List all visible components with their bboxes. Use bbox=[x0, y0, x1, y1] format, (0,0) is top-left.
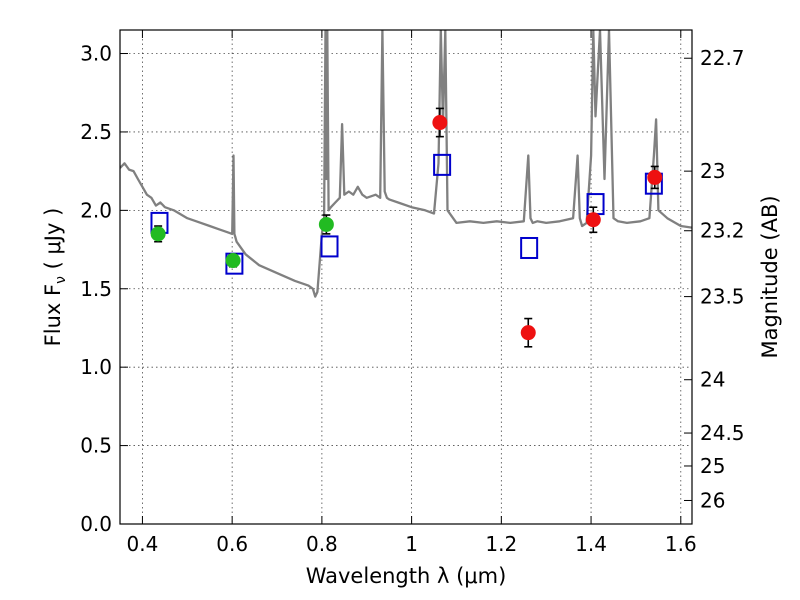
photometry-point-red bbox=[585, 212, 601, 228]
x-tick-label: 0.6 bbox=[216, 532, 248, 556]
x-tick-label: 1.6 bbox=[665, 532, 697, 556]
y2-tick-label: 24.5 bbox=[700, 421, 745, 445]
y2-tick-label: 22.7 bbox=[700, 46, 745, 70]
x-tick-label: 0.4 bbox=[127, 532, 159, 556]
photometry-point-red bbox=[432, 115, 448, 131]
photometry-point-red bbox=[520, 325, 536, 341]
y-tick-label: 2.0 bbox=[80, 198, 112, 222]
y-tick-label: 0.0 bbox=[80, 512, 112, 536]
y2-tick-label: 23.2 bbox=[700, 219, 745, 243]
photometry-point-green bbox=[318, 216, 334, 232]
photometry-point-green bbox=[225, 253, 241, 269]
y2-tick-label: 23.5 bbox=[700, 285, 745, 309]
model-flux-square bbox=[320, 235, 339, 258]
y-tick-label: 2.5 bbox=[80, 120, 112, 144]
x-tick-label: 1 bbox=[405, 532, 418, 556]
y-tick-label: 3.0 bbox=[80, 42, 112, 66]
x-tick-label: 1.4 bbox=[575, 532, 607, 556]
y-tick-label: 0.5 bbox=[80, 434, 112, 458]
y2-tick-label: 25 bbox=[700, 454, 725, 478]
y-axis-label: Flux Fν ( μJy ) bbox=[41, 208, 69, 347]
model-flux-square bbox=[586, 193, 605, 216]
model-flux-square bbox=[433, 153, 452, 176]
axis-ticks: 0.4 0.6 0.8 1 1.2 1.4 1.6 0.0 0.5 1.0 1.5 2.0 2.5 3.0… bbox=[80, 30, 745, 556]
x-tick-label: 0.8 bbox=[306, 532, 338, 556]
x-axis-label: Wavelength λ (μm) bbox=[306, 564, 507, 588]
x-tick-label: 1.2 bbox=[485, 532, 517, 556]
data-layer bbox=[120, 30, 692, 348]
photometry-point-red bbox=[647, 169, 663, 185]
model-flux-square bbox=[520, 236, 539, 259]
y2-tick-label: 24 bbox=[700, 368, 725, 392]
y-tick-label: 1.0 bbox=[80, 355, 112, 379]
y2-axis-label: Magnitude (AB) bbox=[758, 195, 782, 358]
photometry-point-green bbox=[150, 226, 166, 242]
plot-frame bbox=[119, 29, 693, 525]
spectrum-line bbox=[120, 30, 692, 298]
y2-tick-label: 23 bbox=[700, 159, 725, 183]
y-tick-label: 1.5 bbox=[80, 277, 112, 301]
y2-tick-label: 26 bbox=[700, 488, 725, 512]
